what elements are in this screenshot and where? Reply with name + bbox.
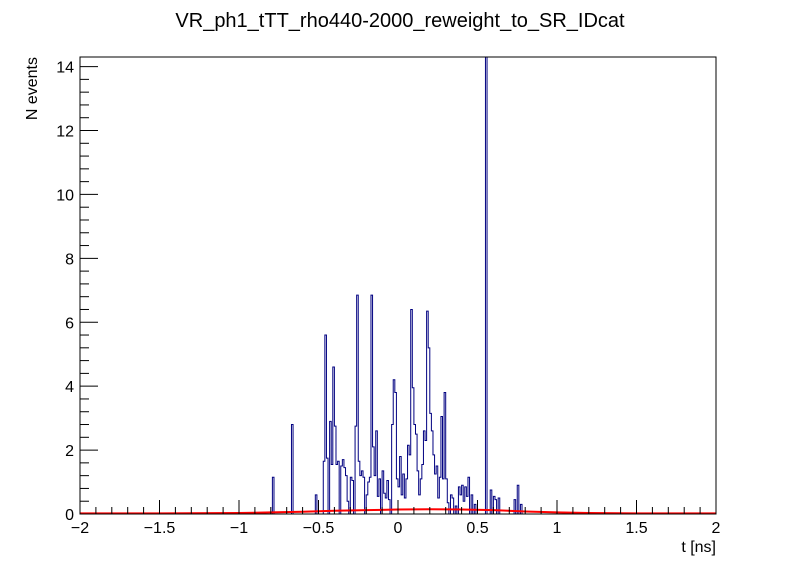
y-tick-label: 4 <box>65 379 74 396</box>
y-tick-label: 6 <box>65 315 74 332</box>
y-axis-label: N events <box>24 57 41 120</box>
tick-labels-layer: −2 −1.5 −1 −0.5 0 0.5 1 1.5 2 0 2 4 6 8 10 12 14 <box>56 60 720 537</box>
chart-title: VR_ph1_tTT_rho440-2000_reweight_to_SR_ID… <box>175 10 625 32</box>
x-tick-label: 1 <box>553 520 562 537</box>
y-tick-label: 8 <box>65 251 74 268</box>
y-tick-label: 12 <box>56 124 74 141</box>
x-tick-label: 0 <box>394 520 403 537</box>
y-tick-label: 14 <box>56 60 74 77</box>
x-tick-label: −1 <box>230 520 248 537</box>
x-tick-label: 1.5 <box>625 520 647 537</box>
x-tick-label: −0.5 <box>303 520 335 537</box>
x-tick-label: −2 <box>71 520 89 537</box>
x-tick-label: 2 <box>712 520 721 537</box>
x-tick-label: −1.5 <box>144 520 176 537</box>
x-tick-label: 0.5 <box>466 520 488 537</box>
y-tick-label: 10 <box>56 187 74 204</box>
y-tick-label: 0 <box>65 507 74 524</box>
ticks-layer <box>79 66 717 515</box>
y-tick-label: 2 <box>65 443 74 460</box>
x-axis-label: t [ns] <box>681 539 716 556</box>
